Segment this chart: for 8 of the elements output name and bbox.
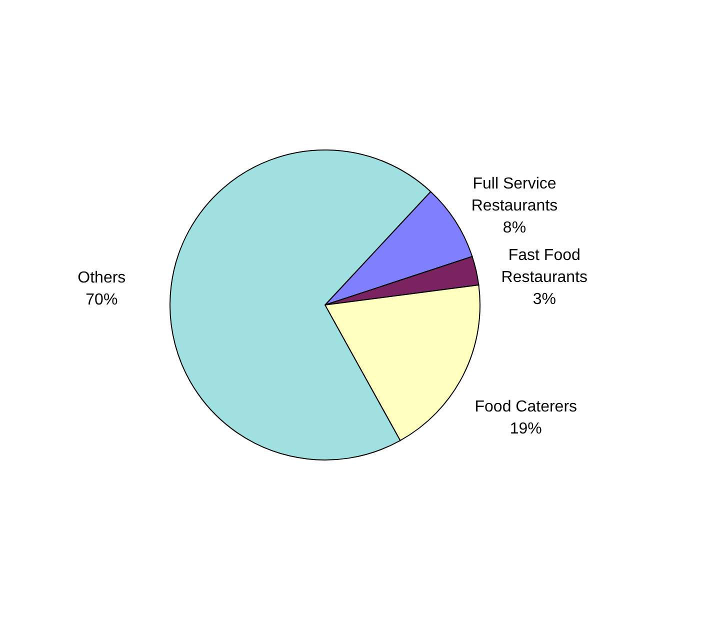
slice-label: Others <box>78 270 126 287</box>
slice-label: Full Service Restaurants <box>471 176 558 215</box>
data-label: 3% <box>532 291 556 308</box>
data-label: 70% <box>86 292 118 309</box>
slice-label: Food Caterers <box>474 398 578 416</box>
slice-label: Fast Food Restaurants <box>501 247 588 286</box>
data-label: 19% <box>510 420 542 438</box>
data-label: 8% <box>502 220 526 237</box>
